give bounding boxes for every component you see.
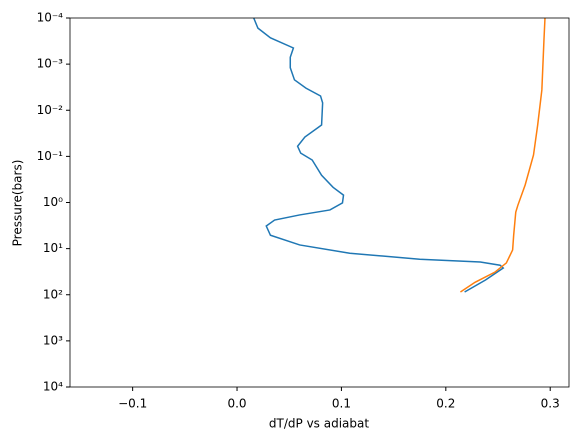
line-series [460,18,546,293]
y-tick-label: 10³ [43,333,63,347]
y-tick-label: 10⁻⁴ [37,11,64,25]
x-tick-label: 0.2 [436,397,455,411]
x-tick-label: 0.3 [541,397,560,411]
y-tick-label: 10⁻³ [37,57,64,71]
line-series [253,18,505,293]
y-tick-label: 10⁻¹ [37,149,64,163]
y-tick-label: 10¹ [43,241,63,255]
y-axis-label: Pressure(bars) [11,160,25,247]
y-tick-label: 10⁻² [37,103,64,117]
x-axis-label: dT/dP vs adiabat [269,417,369,431]
x-tick-label: −0.1 [118,397,147,411]
x-tick-label: 0.1 [332,397,351,411]
x-tick-label: 0.0 [227,397,246,411]
y-tick-label: 10⁴ [43,380,63,394]
y-tick-label: 10² [43,287,63,301]
plot-frame [69,17,570,388]
y-tick-label: 10⁰ [43,195,63,209]
